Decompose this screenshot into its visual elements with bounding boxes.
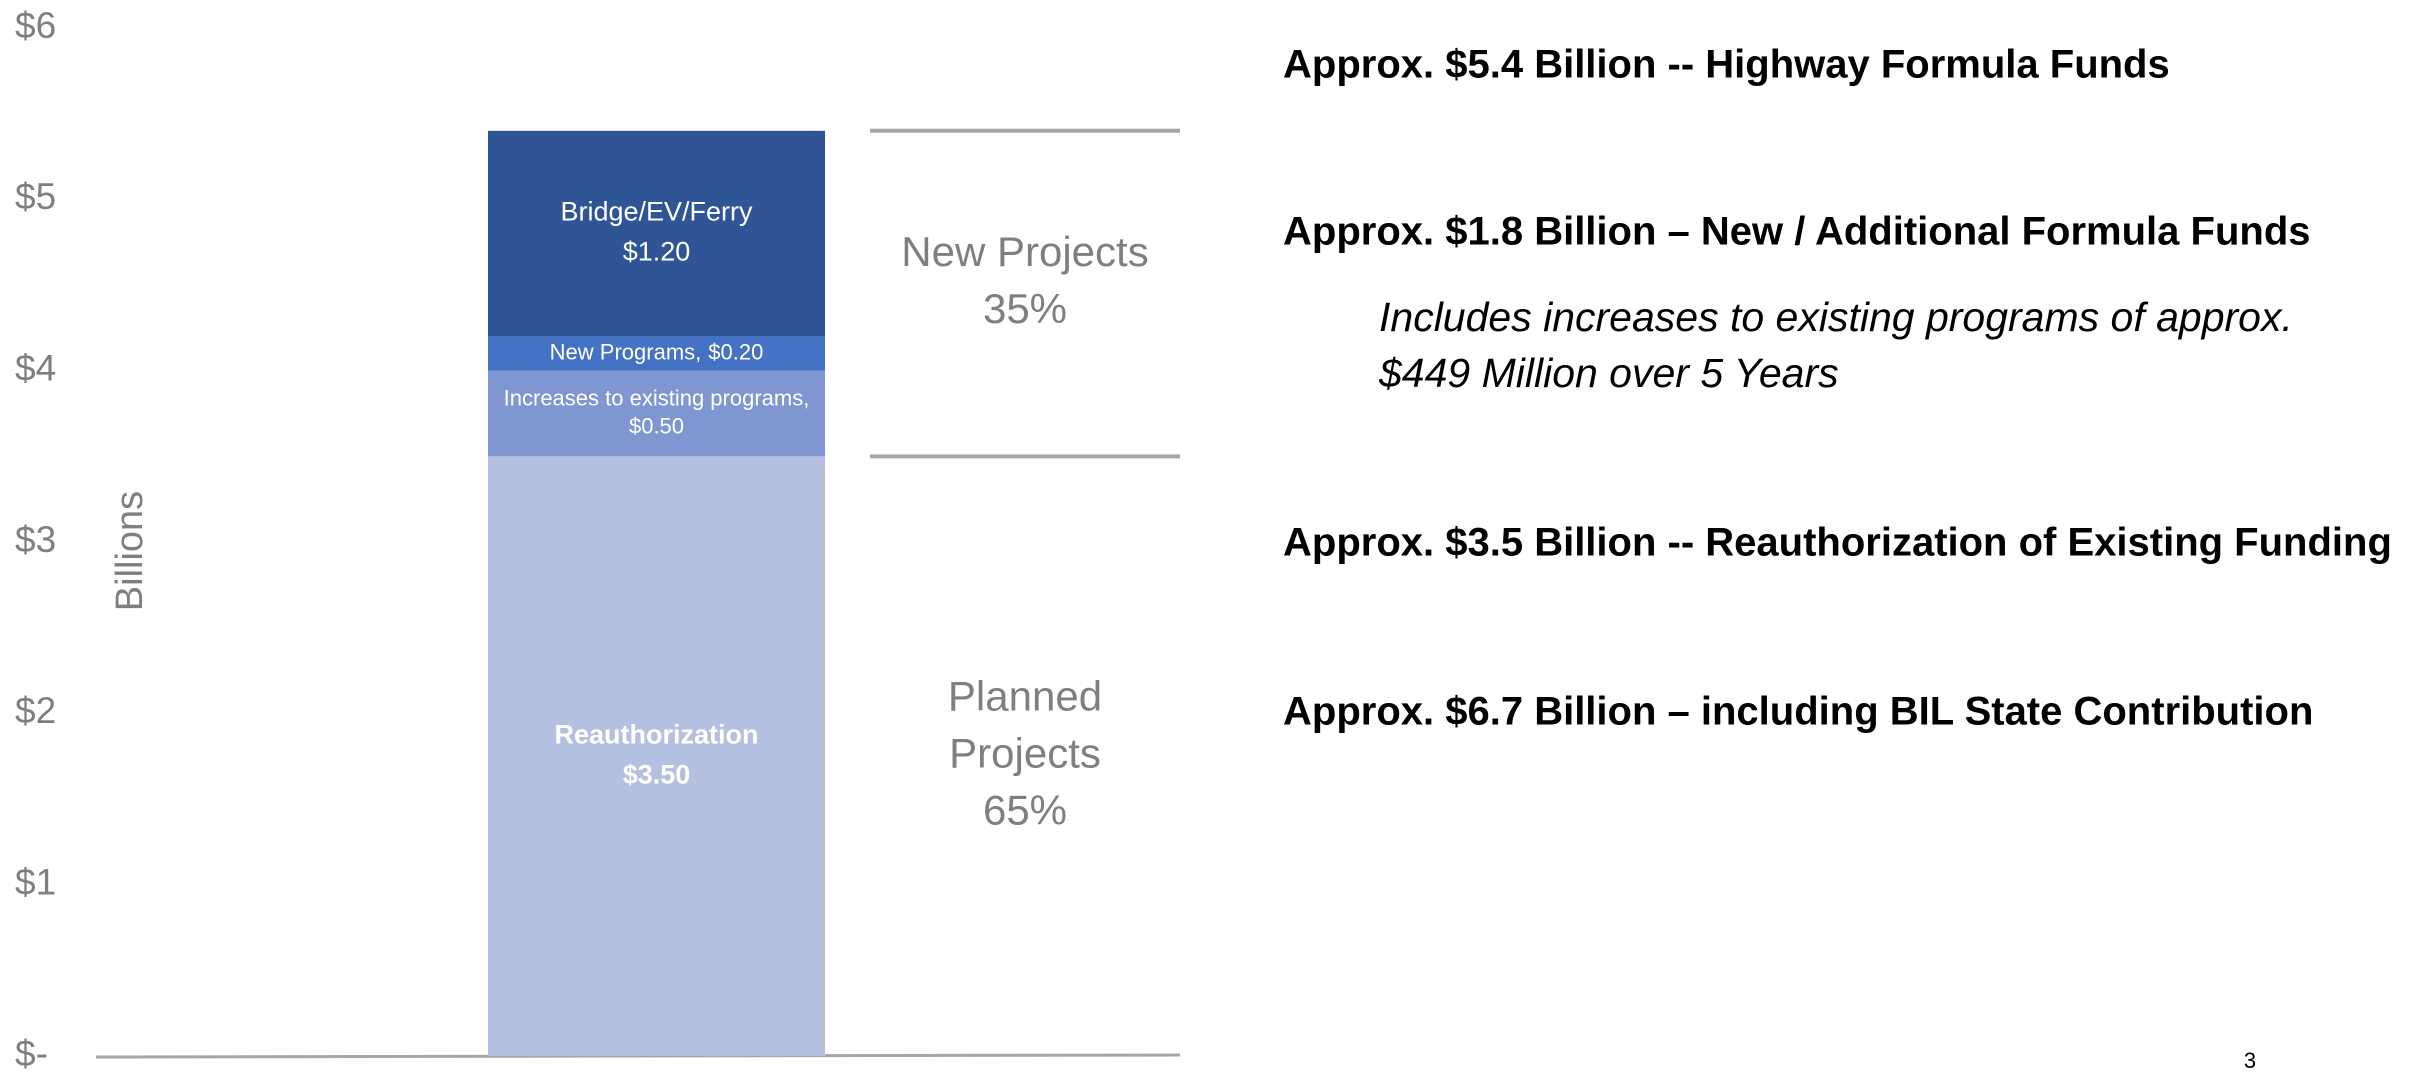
bracket-label: Planned [948,672,1102,719]
bracket-label: 35% [983,285,1067,332]
y-tick-label: $3 [15,519,56,560]
page-number: 3 [2244,1048,2256,1073]
y-tick-label: $6 [15,5,56,46]
data-label-value: $3.50 [623,759,691,789]
data-label-name: Reauthorization [554,719,758,749]
data-label-name: New Programs, [550,339,702,364]
bar-segment [488,336,825,371]
y-axis-label: Billions [109,491,151,611]
note: Includes increases to existing programs … [1379,294,2293,340]
data-label-value: $1.20 [623,237,691,267]
data-label: New Programs, $0.20 [550,339,764,364]
data-label-name: Bridge/EV/Ferry [560,197,753,227]
y-tick-label: $2 [15,690,56,731]
bracket-label: New Projects [901,228,1148,275]
note: Approx. $1.8 Billion – New / Additional … [1283,210,2311,254]
bar-segment [488,370,825,457]
note: Approx. $6.7 Billion – including BIL Sta… [1283,690,2313,734]
y-tick-label: $5 [15,176,56,217]
y-tick-label: $- [15,1033,48,1074]
bracket-label: 65% [983,786,1067,833]
y-tick-label: $4 [15,347,56,388]
bar-segment [488,130,825,337]
note: Approx. $5.4 Billion -- Highway Formula … [1283,43,2170,87]
data-label-value: $0.50 [629,413,684,438]
bar-segment [488,456,825,1056]
note: Approx. $3.5 Billion -- Reauthorization … [1283,521,2392,565]
data-label-value: $0.20 [708,339,763,364]
note: $449 Million over 5 Years [1378,350,1839,396]
data-label-name: Increases to existing programs, [504,385,810,410]
y-tick-label: $1 [15,861,56,902]
bracket-label: Projects [949,729,1101,776]
